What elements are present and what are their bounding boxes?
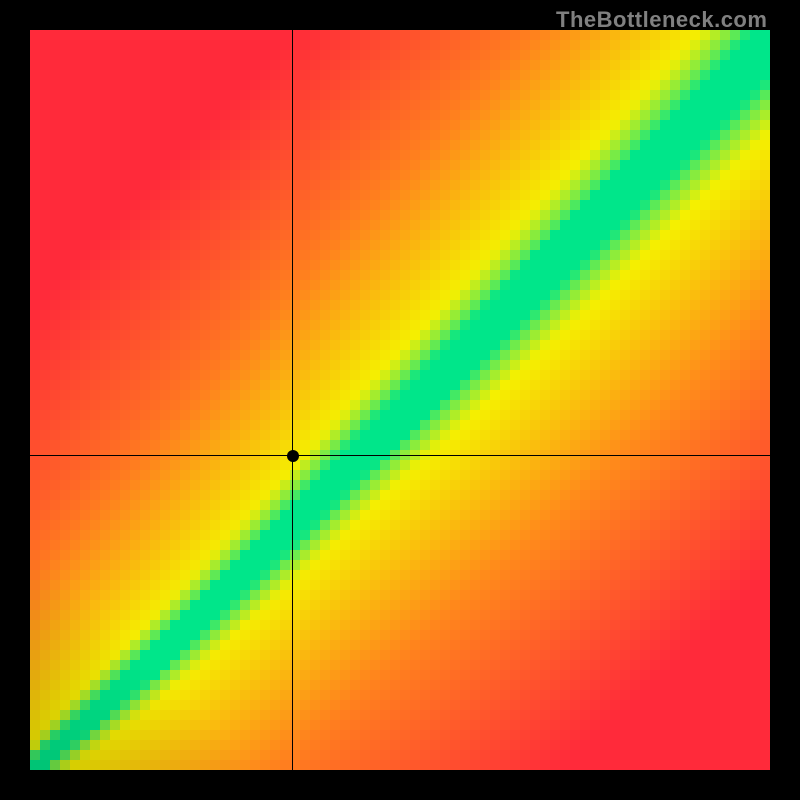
chart-container: TheBottleneck.com — [0, 0, 800, 800]
crosshair-horizontal — [30, 455, 770, 456]
data-point-marker — [287, 450, 299, 462]
heatmap-plot — [30, 30, 770, 770]
crosshair-vertical — [292, 30, 293, 770]
watermark-text: TheBottleneck.com — [556, 7, 767, 33]
